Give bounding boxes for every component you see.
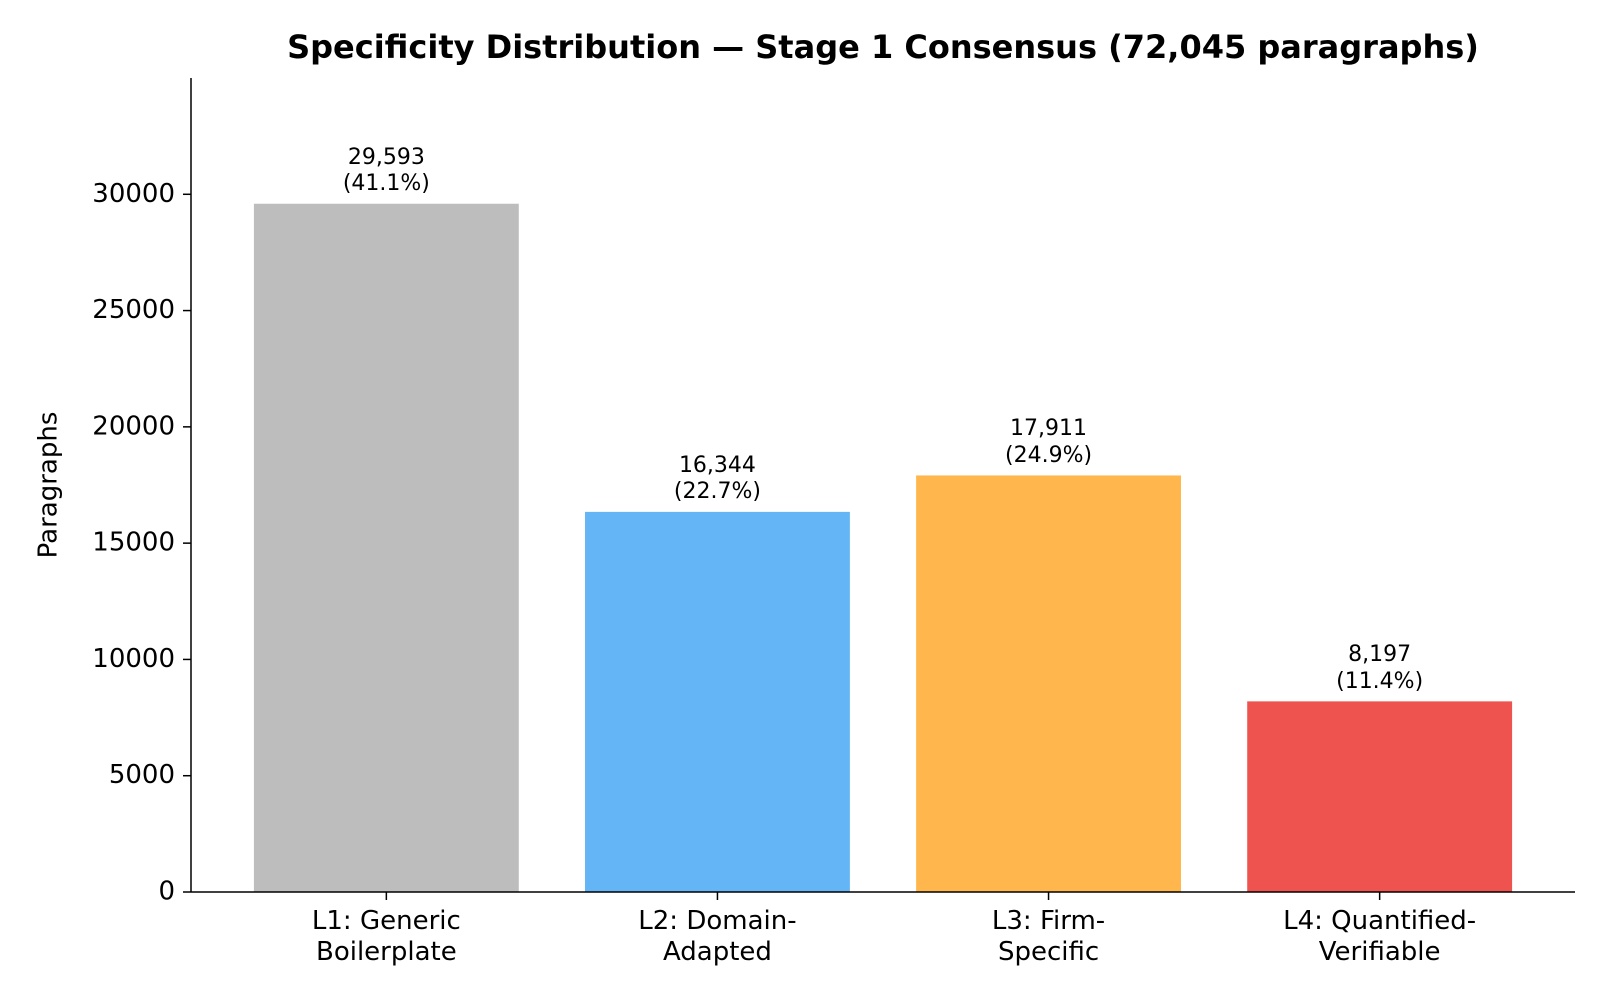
x-tick-label: L2: Domain- Adapted (638, 906, 797, 968)
y-tick-label: 0 (158, 877, 175, 907)
x-tick-label: L1: Generic Boilerplate (311, 906, 461, 968)
bar (1247, 701, 1513, 892)
x-tick-label: L3: Firm- Specific (991, 906, 1106, 968)
value-label: 16,344 (22.7%) (673, 453, 761, 505)
y-tick-label: 25000 (92, 295, 175, 325)
y-tick-label: 20000 (92, 411, 175, 441)
y-tick-label: 30000 (92, 179, 175, 209)
x-tick-label: L4: Quantified- Verifiable (1283, 906, 1477, 968)
y-tick-label: 5000 (109, 760, 175, 790)
chart-title: Specificity Distribution — Stage 1 Conse… (287, 28, 1479, 66)
value-label: 8,197 (11.4%) (1336, 642, 1424, 694)
bar (585, 511, 850, 892)
bar (253, 203, 519, 893)
y-tick-label: 10000 (92, 644, 175, 674)
value-label: 17,911 (24.9%) (1005, 416, 1093, 469)
y-tick-label: 15000 (92, 528, 175, 558)
y-axis-label: Paragraphs (34, 412, 64, 559)
value-label: 29,593 (41.1%) (342, 144, 430, 197)
bar (916, 475, 1181, 892)
